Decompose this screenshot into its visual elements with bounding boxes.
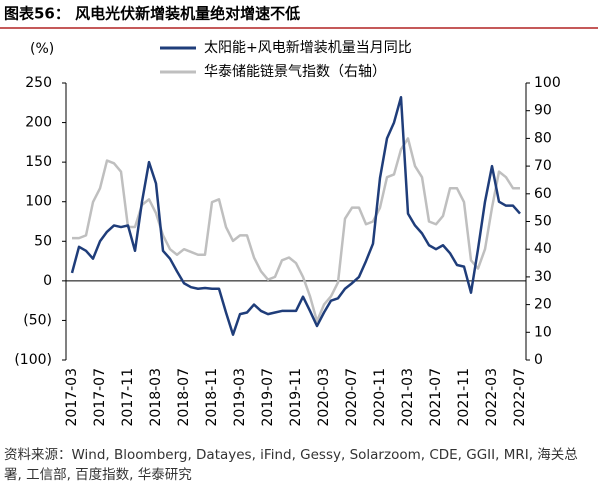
x-tick-label: 2022-07 [512,368,528,427]
x-tick-label: 2019-07 [260,368,276,427]
chart: 图表56： 风电光伏新增装机量绝对增速不低 (%) (100) (50) 0 50 10… [0,5,598,427]
y-label: (%) [30,41,54,57]
y2-tick-label: 40 [534,241,552,257]
x-tick-label: 2018-07 [176,368,192,427]
x-tick-label: 2021-07 [428,368,444,427]
y2-tick-label: 20 [534,297,552,313]
x-tick-label: 2021-03 [400,368,416,427]
y2-tick-label: 100 [534,75,561,91]
x-tick-label: 2018-11 [204,368,220,427]
series-line [70,95,521,336]
y-tick-label: 0 [43,273,52,289]
y2-tick-label: 50 [534,214,552,230]
y-tick-label: 250 [25,75,52,91]
x-tick-label: 2019-03 [232,368,248,427]
x-tick-label: 2020-03 [316,368,332,427]
series-line [72,137,520,323]
y2-tick-label: 10 [534,324,552,340]
x-tick-label: 2017-03 [64,368,80,427]
y2-tick-label: 60 [534,186,552,202]
x-tick-label: 2020-11 [372,368,388,427]
x-tick-label: 2017-07 [92,368,108,427]
x-tick-label: 2019-11 [288,368,304,427]
y2-tick-label: 70 [534,158,552,174]
x-tick-label: 2021-11 [456,368,472,427]
y2-tick-label: 80 [534,130,552,146]
legend-label: 太阳能+风电新增装机量当月同比 [204,40,412,56]
y-tick-label: (50) [23,312,52,328]
y-tick-label: 150 [25,154,52,170]
y2-tick-label: 30 [534,269,552,285]
y2-tick-label: 0 [534,352,543,368]
legend-label: 华泰储能链景气指数（右轴） [204,64,386,80]
y-tick-label: 200 [25,115,52,131]
y-tick-label: (100) [14,352,52,368]
x-tick-label: 2022-03 [484,368,500,427]
x-tick-label: 2018-03 [148,368,164,427]
x-tick-label: 2017-11 [120,368,136,427]
y2-tick-label: 90 [534,103,552,119]
chart-title: 图表56： 风电光伏新增装机量绝对增速不低 [4,5,300,23]
y-tick-label: 100 [25,194,52,210]
source: 资料来源：Wind, Bloomberg, Datayes, iFind, Ge… [4,447,578,483]
x-tick-label: 2020-07 [344,368,360,427]
y-tick-label: 50 [34,233,52,249]
